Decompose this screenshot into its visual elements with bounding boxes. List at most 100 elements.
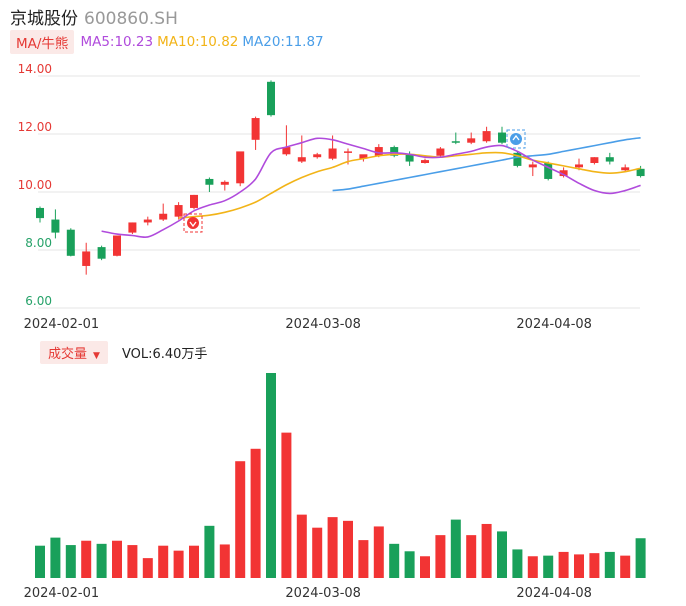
volume-tag-label: 成交量 bbox=[48, 346, 88, 362]
volume-bar bbox=[604, 551, 615, 578]
volume-bar bbox=[189, 545, 199, 578]
volume-bar bbox=[450, 519, 461, 578]
y-tick-label: 8.00 bbox=[25, 236, 52, 250]
ma20-line bbox=[332, 136, 641, 192]
volume-bar bbox=[635, 538, 646, 578]
x-tick-label: 2024-04-08 bbox=[516, 586, 592, 601]
volume-bar bbox=[358, 540, 369, 578]
date-axis-top: 2024-02-01 2024-03-08 2024-04-08 bbox=[24, 317, 592, 332]
ma-lines bbox=[101, 136, 641, 238]
candle-body bbox=[51, 219, 60, 233]
volume-value: VOL:6.40万手 bbox=[121, 346, 208, 362]
bear-signal-icon bbox=[506, 129, 526, 149]
volume-bar bbox=[543, 555, 554, 578]
candle-body bbox=[482, 131, 491, 142]
volume-bar bbox=[96, 543, 107, 578]
ma5-legend: MA5:10.23 bbox=[80, 34, 154, 50]
candle-body bbox=[313, 154, 322, 158]
volume-bar bbox=[266, 373, 276, 578]
candle-body bbox=[559, 170, 568, 177]
volume-bar bbox=[527, 556, 538, 578]
volume-bar bbox=[481, 523, 492, 578]
x-tick-label: 2024-02-01 bbox=[24, 586, 100, 601]
candle-body bbox=[621, 167, 630, 171]
candle-body bbox=[436, 148, 445, 156]
volume-bar bbox=[35, 545, 45, 578]
candle-body bbox=[82, 251, 91, 266]
candle-body bbox=[498, 132, 506, 143]
candle-body bbox=[590, 157, 599, 163]
candle-body bbox=[528, 164, 537, 168]
volume-bar bbox=[219, 544, 230, 578]
candle-body bbox=[513, 152, 522, 166]
volume-bar bbox=[158, 545, 169, 578]
y-tick-label: 12.00 bbox=[18, 120, 52, 134]
volume-bar bbox=[373, 526, 384, 578]
volume-bar bbox=[420, 556, 430, 578]
candle-body bbox=[36, 207, 44, 219]
candle-body bbox=[66, 229, 75, 256]
candle-body bbox=[544, 163, 553, 179]
volume-bar bbox=[50, 537, 61, 578]
y-tick-label: 14.00 bbox=[18, 62, 52, 76]
volume-bar bbox=[466, 535, 477, 578]
candle-body bbox=[113, 235, 121, 256]
volume-bar bbox=[250, 448, 261, 578]
candle-body bbox=[282, 147, 291, 155]
volume-bar bbox=[558, 551, 569, 578]
candle-body bbox=[297, 157, 306, 162]
ma10-legend: MA10:10.82 bbox=[157, 34, 239, 50]
volume-bar bbox=[589, 553, 600, 578]
volume-bar bbox=[389, 543, 400, 578]
candle-body bbox=[636, 168, 645, 177]
date-axis-bottom: 2024-02-01 2024-03-08 2024-04-08 bbox=[24, 586, 592, 601]
candle-body bbox=[159, 213, 168, 220]
y-tick-label: 10.00 bbox=[18, 178, 52, 192]
stock-name: 京城股份 bbox=[10, 9, 78, 29]
candle-body bbox=[220, 181, 229, 185]
x-tick-label: 2024-03-08 bbox=[285, 317, 361, 332]
candle-body bbox=[143, 219, 152, 223]
ma20-legend: MA20:11.87 bbox=[242, 34, 324, 50]
stock-title: 京城股份 600860.SH bbox=[10, 4, 178, 29]
volume-bar bbox=[497, 531, 507, 578]
candle-body bbox=[344, 151, 352, 153]
signal-markers bbox=[183, 129, 526, 233]
volume-legend: 成交量 ▼ VOL:6.40万手 bbox=[40, 340, 208, 364]
y-tick-label: 6.00 bbox=[25, 294, 52, 308]
volume-indicator-selector[interactable]: 成交量 ▼ bbox=[40, 340, 108, 364]
volume-bar bbox=[620, 555, 631, 578]
ma-indicator-selector[interactable]: MA/牛熊 bbox=[10, 30, 75, 54]
volume-bar bbox=[327, 517, 338, 578]
ma5-line bbox=[101, 137, 641, 238]
candle-body bbox=[405, 154, 414, 162]
candle-body bbox=[205, 178, 214, 185]
volume-bar bbox=[574, 554, 584, 578]
candle-body bbox=[236, 151, 245, 184]
candle-body bbox=[605, 157, 614, 162]
candle-body bbox=[251, 118, 260, 140]
volume-bar bbox=[204, 525, 215, 578]
volume-bar bbox=[127, 545, 138, 578]
price-axis: 14.00 12.00 10.00 8.00 6.00 bbox=[18, 62, 52, 308]
candlestick-series bbox=[36, 80, 645, 275]
x-tick-label: 2024-03-08 bbox=[285, 586, 361, 601]
ma-legend: MA/牛熊 MA5:10.23 MA10:10.82 MA20:11.87 bbox=[10, 30, 328, 54]
candle-body bbox=[190, 194, 198, 208]
candle-body bbox=[174, 205, 183, 217]
candle-body bbox=[267, 81, 275, 116]
volume-bar bbox=[65, 545, 76, 578]
candle-body bbox=[97, 247, 106, 259]
candle-body bbox=[451, 141, 460, 143]
volume-bar bbox=[343, 520, 353, 578]
volume-bar bbox=[435, 535, 446, 578]
volume-bar bbox=[81, 540, 92, 578]
x-tick-label: 2024-04-08 bbox=[516, 317, 592, 332]
volume-bar bbox=[142, 558, 153, 578]
bull-signal-icon bbox=[183, 213, 203, 233]
candle-body bbox=[359, 154, 368, 159]
volume-bar bbox=[173, 550, 184, 578]
volume-bar bbox=[404, 551, 415, 578]
x-tick-label: 2024-02-01 bbox=[24, 317, 100, 332]
